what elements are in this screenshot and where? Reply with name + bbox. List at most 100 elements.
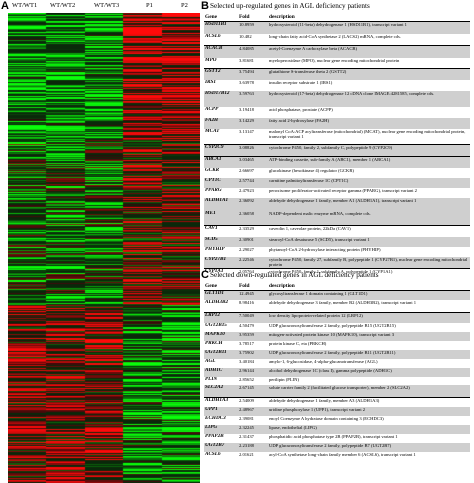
description-cell: hydroxysteroid (17-beta) dehydrogenase 1… [268, 90, 470, 107]
expression-heatmap [8, 13, 200, 483]
table-row: ALDH3B2 8.98416 aldehyde dehydrogenase 3 f… [204, 299, 470, 313]
gene-cell: LIPG [204, 424, 238, 434]
table-row: HSD11B1 10.8959 hydroxysteroid (11-beta) d… [204, 21, 470, 34]
table-row: UGT2B15 4.50479 UDP glucuronosyltransferas… [204, 323, 470, 332]
description-cell: protein kinase C, eta (PRKCH) [269, 340, 327, 346]
gene-cell: PHYHIP [205, 246, 225, 252]
description-cell: UDP glucuronosyltransferase 2 family, po… [268, 349, 470, 359]
fold-cell: 2.23188 [238, 442, 268, 452]
fold-cell: 4.84085 [238, 45, 268, 58]
table-row: ECHDC3 2.39081 enoyl Coenzyme A hydratase … [204, 416, 470, 425]
panel-c: C Selected down-regulated genes in AGL d… [200, 269, 474, 483]
description-cell: insulin receptor substrate 1 (IRS1) [269, 79, 333, 85]
fold-cell: 3.81681 [238, 57, 268, 69]
panel-c-title: Selected down-regulated genes in AGL def… [210, 271, 379, 279]
description-cell: UDP glucuronosyltransferase 2 family, po… [269, 322, 396, 328]
gene-cell: SCD5 [204, 236, 238, 247]
table-row: HSD17B12 3.59763 hydroxysteroid (17-beta) … [204, 90, 470, 107]
description-cell: amylo-1, 6-glucosidase, 4-alpha-glucanot… [269, 358, 378, 364]
table-row: CYP2C9 3.08826 cytochrome P450, family 2, … [204, 144, 470, 157]
column-label-p1: P1 [146, 2, 153, 9]
fold-cell: 3.75494 [238, 68, 268, 80]
gene-cell: ADH1C [204, 367, 238, 377]
gene-cell: UGT2B7 [204, 442, 238, 452]
table-row: AGL 3.40184 amylo-1, 6-glucosidase, 4-alph… [204, 359, 470, 368]
header-gene: Gene [204, 281, 238, 291]
table-row: MCAT 3.13147 malonyl CoA:ACP acyltransfera… [204, 128, 470, 145]
description-cell: phosphatidic acid phosphatase type 2B (P… [269, 433, 398, 439]
gene-cell: IRS1 [205, 79, 216, 85]
gene-cell: PRKCH [205, 340, 223, 346]
description-cell: hydroxysteroid (11-beta) dehydrogenase 1… [268, 21, 470, 34]
fold-cell: 2.29027 [239, 246, 254, 252]
gene-cell: FA2H [204, 117, 238, 129]
table-row: ACACB 4.84085 acetyl-Coenzyme A carboxylas… [204, 45, 470, 58]
header-description: description [268, 12, 470, 22]
table-row: MPO 3.81681 myeloperoxidase (MPO), nuclear… [204, 57, 470, 69]
table-row: UGT2B11 3.75902 UDP glucuronosyltransferas… [204, 349, 470, 359]
fold-cell: 2.96144 [238, 367, 268, 377]
fold-cell: 2.30901 [238, 236, 268, 247]
fold-cell: 2.01621 [239, 451, 254, 457]
fold-cell: 3.03465 [238, 156, 268, 168]
gene-cell: ACACB [204, 45, 238, 58]
gene-cell: MAPK10 [204, 331, 238, 341]
fold-cell: 4.50479 [239, 322, 254, 328]
description-cell: UDP glucuronosyltransferase 2 family, po… [268, 442, 470, 452]
description-cell: carnitine palmitoyltransferase 1C (CPT1C… [268, 177, 470, 188]
fold-cell: 2.67145 [238, 384, 268, 398]
description-cell: aldehyde dehydrogenase 1 family, member … [268, 197, 470, 211]
gene-cell: PPAP2B [205, 433, 224, 439]
description-cell: enoyl Coenzyme A hydratase domain contai… [269, 415, 384, 421]
table-row: PPAP2B 2.31437 phosphatidic acid phosphata… [204, 434, 470, 443]
gene-cell: LRP12 [204, 312, 238, 323]
table-row: ABCA1 3.03465 ATP-binding cassette, sub-fa… [204, 156, 470, 168]
table-row: FA2H 3.14229 fatty acid 2-hydroxylase (FA2… [204, 117, 470, 129]
description-cell: NADP-dependent malic enzyme mRNA, comple… [268, 210, 470, 226]
gene-cell: GSTT2 [204, 68, 238, 80]
fold-cell: 2.54009 [239, 398, 254, 403]
table-row: ACSL6 10.482 long-chain fatty acid-CoA syn… [204, 33, 470, 46]
description-cell: peroxisome proliferator-activated recept… [269, 187, 417, 193]
gene-cell: ACPP [205, 106, 219, 112]
column-label-wt1: WT/WT1 [12, 2, 38, 9]
description-cell: ATP-binding cassette, sub-family A (ABC1… [268, 156, 470, 168]
gene-cell: AGL [205, 358, 216, 364]
fold-cell: 3.08826 [238, 144, 268, 157]
table-row: GSTT2 3.75494 glutathione S-transferase th… [204, 68, 470, 80]
description-cell: low density lipoprotein-related protein … [268, 312, 470, 323]
table-row: ACSL6 2.01621 acyl-CoA synthetase long-cha… [204, 452, 470, 465]
description-cell: perilipin (PLIN) [269, 376, 299, 382]
upregulated-genes-table: Gene Fold description HSD11B1 10.8959 hydr… [204, 12, 470, 281]
description-cell: malonyl CoA:ACP acyltransferase (mitocho… [268, 128, 470, 145]
description-cell: stearoyl-CoA desaturase 5 (SCD5), transc… [268, 236, 470, 247]
panel-b: B Selected up-regulated genes in AGL def… [200, 0, 474, 274]
fold-cell: 3.63978 [239, 79, 254, 85]
gene-cell: UGT2B11 [204, 349, 238, 359]
panel-c-letter: C [201, 269, 209, 281]
description-cell: acid phosphatase, prostate (ACPP) [269, 106, 333, 112]
gene-cell: CAV1 [205, 225, 218, 231]
description-cell: lipase, endothelial (LIPG) [268, 424, 470, 434]
fold-cell: 2.32245 [238, 424, 268, 434]
panel-b-letter: B [201, 0, 209, 12]
panel-a-letter: A [1, 0, 9, 12]
description-cell: phytanoyl-CoA 2-hydroxylase interacting … [269, 246, 381, 252]
gene-cell: HSD17B12 [204, 90, 238, 107]
gene-cell: CYP1A1 [205, 268, 224, 274]
fold-cell: 2.31437 [239, 433, 254, 439]
gene-cell: ACSL6 [205, 451, 221, 457]
description-cell: glucokinase (hexokinase 4) regulator (GC… [269, 167, 354, 173]
header-description: description [268, 281, 470, 291]
fold-cell: 2.36058 [238, 210, 268, 226]
header-fold: Fold [238, 281, 268, 291]
fold-cell: 12.4945 [238, 290, 268, 300]
description-cell: acetyl-Coenzyme A carboxylase beta (ACAC… [268, 45, 470, 58]
gene-cell: ALDH3B2 [204, 299, 238, 313]
gene-cell: ABCA1 [204, 156, 238, 168]
fold-cell: 10.482 [238, 33, 268, 46]
table-row: ACPP 3.19418 acid phosphatase, prostate (A… [204, 107, 470, 118]
header-gene: Gene [204, 12, 238, 22]
fold-cell: 3.95359 [238, 331, 268, 341]
description-cell: cytochrome P450, family 1, subfamily A, … [269, 269, 393, 274]
